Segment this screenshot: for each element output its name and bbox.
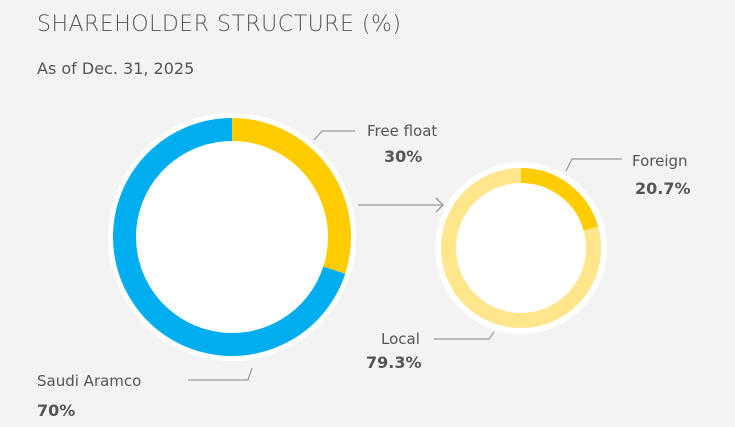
leader-foreign — [565, 158, 622, 172]
large-donut-slice-saudi-aramco — [113, 118, 346, 356]
chart-title: SHAREHOLDER STRUCTURE (%) — [37, 12, 402, 37]
label-saudi-aramco: Saudi Aramco — [37, 372, 141, 390]
large-donut — [113, 118, 351, 356]
value-saudi-aramco: 70% — [37, 401, 75, 420]
small-donut — [441, 168, 601, 328]
large-donut-bg — [108, 113, 356, 361]
label-local: Local — [381, 330, 420, 348]
small-donut-bg — [435, 162, 607, 334]
large-donut-slice-free-float — [231, 118, 351, 274]
value-local: 79.3% — [366, 353, 422, 372]
small-donut-slice-foreign — [520, 168, 599, 231]
small-donut-slice-local — [441, 168, 601, 328]
leader-local — [434, 331, 495, 340]
label-foreign: Foreign — [632, 152, 688, 170]
value-free-float: 30% — [384, 147, 422, 166]
chart-subtitle: As of Dec. 31, 2025 — [37, 59, 195, 78]
leader-saudi-aramco — [188, 367, 253, 381]
connector-arrow — [358, 197, 444, 213]
value-foreign: 20.7% — [635, 179, 691, 198]
leader-free-float — [313, 130, 355, 141]
label-free-float: Free float — [367, 122, 437, 140]
